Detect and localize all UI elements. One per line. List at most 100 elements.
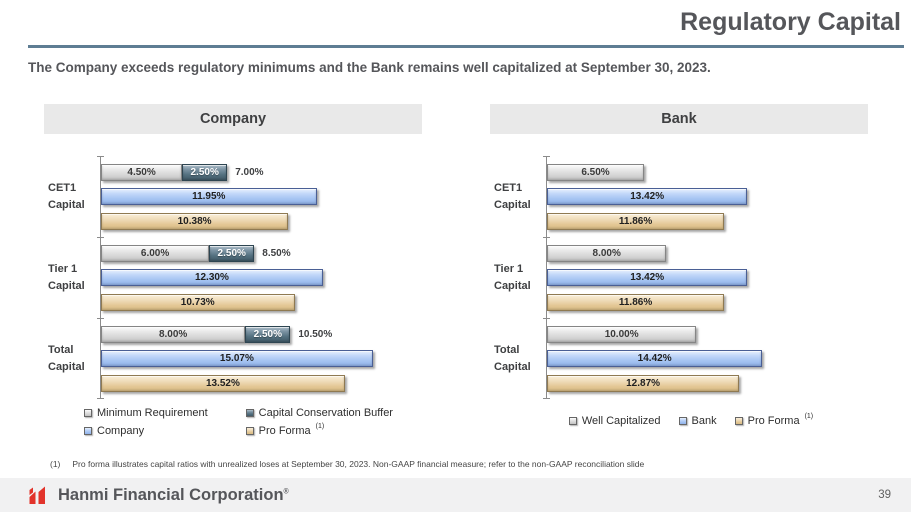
legend-item-capital-conservation-buffer: Capital Conservation Buffer [245,407,393,419]
bar-pro-forma: 11.86% [547,293,725,311]
footnote-text: Pro forma illustrates capital ratios wit… [72,459,645,469]
bar-area: 8.00% 13.42% 11.86% [543,237,868,318]
bar-row: 11.86% [547,293,868,311]
legend-label: Minimum Requirement [97,407,208,419]
bar-capital-conservation-buffer: 2.50% [209,244,255,262]
chart-group-cet1-capital: CET1 Capital 6.50% 13.42% 11.86% [490,156,868,237]
hanmi-logo-icon [29,486,45,504]
category-label: Total Capital [44,318,100,399]
stack-total-label: 7.00% [235,166,264,178]
bar-pro-forma: 10.73% [101,293,295,311]
category-label-line: Capital [48,361,85,373]
bar-minimum-requirement: 6.00% [101,244,210,262]
bar-row: 13.42% [547,269,868,286]
chart-group-cet1-capital: CET1 Capital 4.50% 2.50% 7.00% 11.95% 10.38% [44,156,422,237]
bar-bank: 13.42% [547,188,748,205]
page-number: 39 [878,489,891,501]
company-legend: Minimum Requirement Capital Conservation … [84,407,422,437]
bar-pro-forma: 13.52% [101,374,345,392]
chart-group-tier-1-capital: Tier 1 Capital 6.00% 2.50% 8.50% 12.30% 10.73% [44,237,422,318]
tan-legend-marker-icon [734,417,743,425]
bar-row: 13.52% [101,374,422,392]
category-label: Total Capital [490,318,546,399]
company-panel: Company CET1 Capital 4.50% 2.50% 7.00% 11.95%… [44,104,422,437]
bar-row: 10.00% [547,325,868,343]
stack-total-label: 10.50% [298,328,333,340]
blue-legend-marker-icon [678,417,687,425]
category-label-line: Total [494,344,520,356]
bar-well-capitalized: 8.00% [547,244,667,262]
slide-subtitle: The Company exceeds regulatory minimums … [28,60,711,75]
gray-legend-marker-icon [84,409,92,417]
bar-minimum-requirement: 4.50% [101,163,183,181]
chart-group-tier-1-capital: Tier 1 Capital 8.00% 13.42% 11.86% [490,237,868,318]
bar-area: 4.50% 2.50% 7.00% 11.95% 10.38% [97,156,422,237]
category-label-line: CET1 [48,182,77,194]
bar-row: 13.42% [547,188,868,205]
legend-label: Capital Conservation Buffer [258,407,393,419]
title-divider [28,45,904,48]
chart-group-total-capital: Total Capital 8.00% 2.50% 10.50% 15.07% 13.52% [44,318,422,399]
legend-footnote-ref: (1) [315,423,325,430]
legend-item-well-capitalized: Well Capitalized [568,415,661,427]
bar-minimum-requirement: 8.00% [101,325,246,343]
category-label-line: Capital [48,280,85,292]
legend-label: Pro Forma [258,425,311,437]
bar-row: 6.00% 2.50% 8.50% [101,244,422,262]
legend-item-pro-forma: Pro Forma (1) [734,413,814,427]
bar-company: 12.30% [101,269,323,286]
bar-bank: 14.42% [547,350,763,367]
bank-legend: Well Capitalized Bank Pro Forma (1) [490,413,868,427]
page-title: Regulatory Capital [680,8,901,36]
category-label-line: Capital [48,199,85,211]
bar-company: 15.07% [101,350,373,367]
bar-area: 10.00% 14.42% 12.87% [543,318,868,399]
legend-label: Company [97,425,145,437]
tan-legend-marker-icon [245,427,254,435]
brand-text: Hanmi Financial Corporation [58,485,284,504]
bar-company: 11.95% [101,188,317,205]
bar-row: 10.73% [101,293,422,311]
bar-row: 8.00% [547,244,868,262]
bar-bank: 13.42% [547,269,748,286]
legend-label: Well Capitalized [581,415,661,427]
bank-panel: Bank CET1 Capital 6.50% 13.42% 11.86% Tier 1 C… [490,104,868,427]
legend-label: Pro Forma [747,415,800,427]
bar-row: 12.30% [101,269,422,286]
bar-row: 10.38% [101,212,422,230]
category-label-line: Capital [494,280,531,292]
legend-item-bank: Bank [678,415,717,427]
bar-row: 8.00% 2.50% 10.50% [101,325,422,343]
bank-panel-title: Bank [490,104,868,134]
bar-row: 4.50% 2.50% 7.00% [101,163,422,181]
category-label: Tier 1 Capital [490,237,546,318]
bar-pro-forma: 11.86% [547,212,725,230]
legend-item-pro-forma: Pro Forma (1) [245,423,393,437]
bar-area: 6.00% 2.50% 8.50% 12.30% 10.73% [97,237,422,318]
category-label-line: CET1 [494,182,523,194]
company-panel-title: Company [44,104,422,134]
bar-well-capitalized: 6.50% [547,163,645,181]
category-label: Tier 1 Capital [44,237,100,318]
category-label-line: Tier 1 [494,263,524,275]
footer: Hanmi Financial Corporation® 39 [0,478,911,512]
chart-group-total-capital: Total Capital 10.00% 14.42% 12.87% [490,318,868,399]
footnote-marker: (1) [50,459,61,469]
category-label-line: Total [48,344,74,356]
legend-label: Bank [691,415,717,427]
category-label-line: Capital [494,361,531,373]
legend-footnote-ref: (1) [804,413,814,420]
bar-row: 11.86% [547,212,868,230]
category-label-line: Capital [494,199,531,211]
legend-item-company: Company [84,425,208,437]
blue-legend-marker-icon [84,427,92,435]
gray-legend-marker-icon [568,417,577,425]
registered-trademark: ® [283,488,289,495]
bar-capital-conservation-buffer: 2.50% [245,325,291,343]
bar-capital-conservation-buffer: 2.50% [182,163,228,181]
bar-row: 12.87% [547,374,868,392]
category-label-line: Tier 1 [48,263,78,275]
bar-row: 15.07% [101,350,422,367]
category-label: CET1 Capital [490,156,546,237]
bar-row: 11.95% [101,188,422,205]
